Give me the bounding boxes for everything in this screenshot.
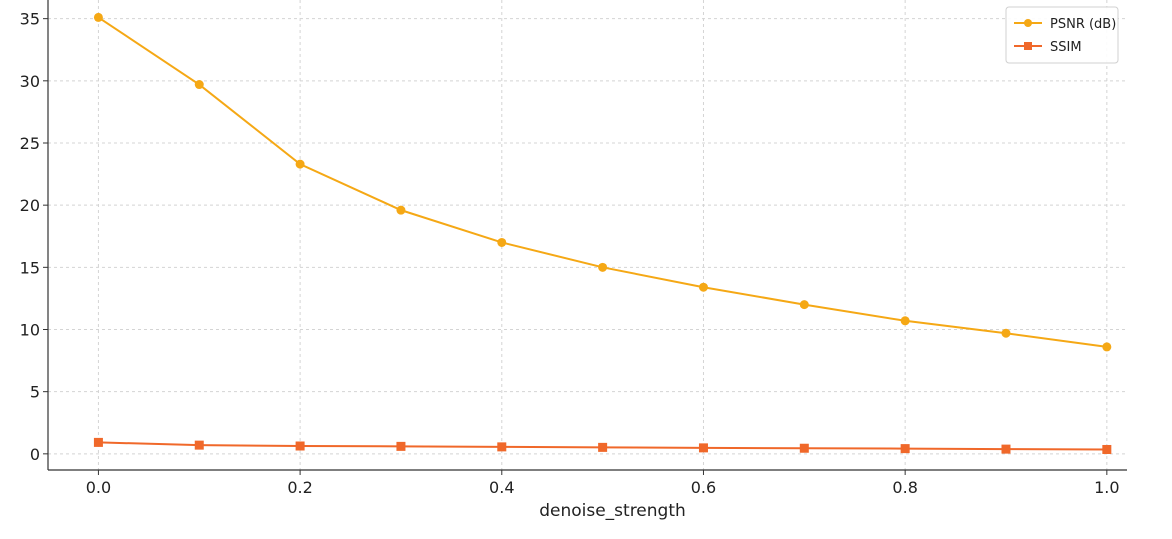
data-point-psnr-db — [194, 80, 204, 90]
y-tick-label: 30 — [20, 72, 40, 91]
x-tick-label: 0.8 — [892, 478, 917, 497]
data-point-psnr-db — [497, 237, 507, 247]
data-point-psnr-db — [93, 12, 103, 22]
series-psnr-db — [93, 12, 1112, 352]
y-tick-label: 20 — [20, 196, 40, 215]
y-tick-label: 15 — [20, 258, 40, 277]
data-point-ssim — [497, 442, 507, 452]
series-layer — [93, 12, 1112, 454]
data-point-psnr-db — [900, 316, 910, 326]
data-point-psnr-db — [598, 262, 608, 272]
data-point-ssim — [598, 442, 608, 452]
data-point-psnr-db — [396, 205, 406, 215]
data-point-ssim — [900, 444, 910, 454]
data-point-psnr-db — [799, 300, 809, 310]
legend-box — [1005, 6, 1119, 64]
y-tick-label: 35 — [20, 10, 40, 29]
legend-label: PSNR (dB) — [1050, 17, 1116, 32]
data-point-psnr-db — [698, 282, 708, 292]
legend: PSNR (dB) SSIM — [1005, 6, 1119, 64]
data-point-psnr-db — [1102, 342, 1112, 352]
legend-item-ssim: SSIM — [1014, 40, 1082, 55]
y-tick-label: 0 — [30, 445, 40, 464]
data-point-ssim — [396, 441, 406, 451]
x-tick-label: 0.4 — [489, 478, 514, 497]
x-tick-label: 1.0 — [1094, 478, 1119, 497]
series-line-psnr-db — [97, 16, 1107, 348]
data-point-ssim — [799, 443, 809, 453]
data-point-psnr-db — [1001, 328, 1011, 338]
data-point-ssim — [698, 443, 708, 453]
grid-lines — [48, 0, 1127, 470]
data-point-psnr-db — [295, 159, 305, 169]
legend-label: SSIM — [1050, 40, 1082, 55]
data-point-ssim — [1102, 444, 1112, 454]
x-tick-label: 0.6 — [691, 478, 716, 497]
tick-labels: 0.0 0.2 0.4 0.6 0.8 1.0 0 5 10 15 20 25 30 35 — [20, 10, 1120, 497]
axes — [43, 0, 1127, 475]
x-axis-title: denoise_strength — [539, 501, 686, 521]
x-tick-label: 0.2 — [287, 478, 312, 497]
y-tick-label: 10 — [20, 320, 40, 339]
data-point-ssim — [93, 437, 103, 447]
data-point-ssim — [1001, 444, 1011, 454]
y-tick-label: 5 — [30, 383, 40, 402]
y-tick-label: 25 — [20, 134, 40, 153]
x-tick-label: 0.0 — [86, 478, 111, 497]
data-point-ssim — [194, 440, 204, 450]
legend-item-psnr-db: PSNR (dB) — [1014, 17, 1116, 32]
legend-marker-square — [1024, 42, 1032, 50]
legend-marker-circle — [1024, 19, 1032, 27]
series-ssim — [93, 437, 1112, 454]
data-point-ssim — [295, 441, 305, 451]
